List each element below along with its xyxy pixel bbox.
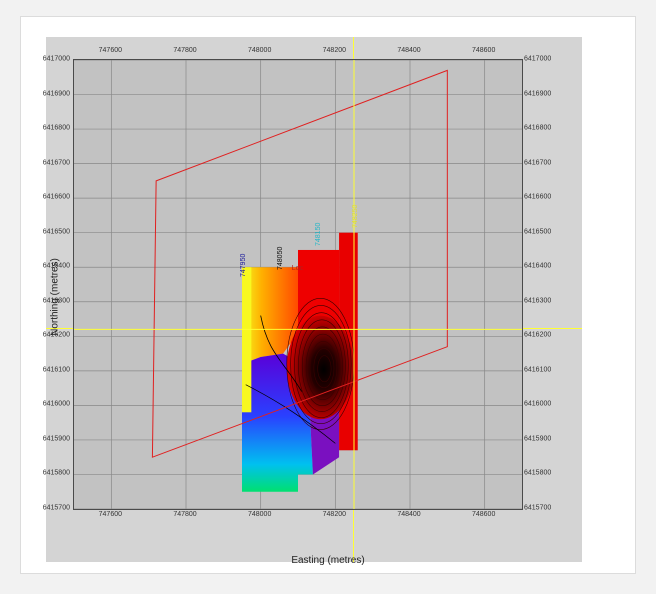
contour-line <box>245 384 336 444</box>
contour-line <box>298 319 346 412</box>
y-tick-label-right: 6416900 <box>524 90 552 98</box>
x-tick-label-top: 747800 <box>173 47 197 54</box>
y-tick-label-right: 6415900 <box>524 435 552 443</box>
y-tick-label-left: 6416100 <box>42 366 70 374</box>
contour-line <box>294 312 349 418</box>
borehole-marker[interactable] <box>312 252 321 261</box>
borehole-marker[interactable] <box>275 401 284 410</box>
y-tick-label-right: 6416800 <box>524 124 552 132</box>
contour-line <box>290 305 352 424</box>
x-axis-label: Easting (metres) <box>291 555 365 566</box>
contour-line <box>260 315 303 392</box>
y-tick-label-right: 6416100 <box>524 366 552 374</box>
x-tick-label-bottom: 747600 <box>98 511 123 518</box>
borehole-marker[interactable] <box>238 297 247 306</box>
y-tick-label-right: 6417000 <box>524 55 552 63</box>
survey-line-label: 748050 <box>277 246 285 270</box>
y-tick-label-right: 6416300 <box>524 297 552 305</box>
borehole-marker[interactable] <box>238 315 247 324</box>
borehole-marker[interactable] <box>238 470 247 479</box>
y-tick-label-left: 6416400 <box>42 262 70 270</box>
borehole-marker[interactable] <box>312 442 321 451</box>
anomaly-core <box>286 315 354 420</box>
borehole-marker[interactable] <box>350 359 359 368</box>
borehole-marker[interactable] <box>350 377 359 386</box>
y-tick-label-right: 6416500 <box>524 228 552 236</box>
borehole-marker[interactable] <box>275 280 284 289</box>
borehole-marker[interactable] <box>312 287 321 296</box>
borehole-marker[interactable] <box>312 425 321 434</box>
y-tick-label-left: 6416000 <box>42 400 70 408</box>
contour-map[interactable] <box>74 60 522 509</box>
borehole-marker[interactable] <box>238 280 247 289</box>
y-tick-label-left: 6417000 <box>42 55 70 63</box>
plot-area[interactable]: 747950 748050 Loc 748150 748250 <box>73 59 523 510</box>
x-tick-label-top: 748000 <box>247 47 272 54</box>
y-tick-label-left: 6415800 <box>42 469 70 477</box>
borehole-marker[interactable] <box>350 342 359 351</box>
mid-zone-west <box>242 267 298 364</box>
borehole-marker[interactable] <box>312 460 321 469</box>
y-tick-label-right: 6416400 <box>524 262 552 270</box>
borehole-marker[interactable] <box>275 442 284 451</box>
y-tick-label-left: 6416600 <box>42 193 70 201</box>
borehole-marker[interactable] <box>238 453 247 462</box>
borehole-marker[interactable] <box>275 473 284 482</box>
survey-line-label: 748150 <box>314 222 322 246</box>
borehole-marker[interactable] <box>238 487 247 496</box>
y-tick-label-left: 6416500 <box>42 228 70 236</box>
y-tick-label-right: 6416600 <box>524 193 552 201</box>
y-tick-label-left: 6416900 <box>42 90 70 98</box>
x-tick-label-bottom: 748200 <box>322 511 347 518</box>
borehole-marker[interactable] <box>350 446 359 455</box>
contour-line <box>305 333 340 401</box>
borehole-marker[interactable] <box>350 239 359 248</box>
y-tick-label-right: 6415700 <box>524 504 552 512</box>
borehole-marker[interactable] <box>238 401 247 410</box>
contour-line <box>317 355 332 383</box>
yellow-strip <box>242 267 252 413</box>
borehole-marker[interactable] <box>275 456 284 465</box>
y-tick-label-right: 6415800 <box>524 469 552 477</box>
resistivity-heatmap <box>242 232 358 492</box>
x-tick-label-top: 747600 <box>98 47 123 54</box>
x-tick-label-top: 748200 <box>322 47 347 54</box>
x-tick-label-bottom: 748400 <box>397 511 421 518</box>
borehole-marker[interactable] <box>350 429 359 438</box>
contour-line <box>313 348 335 389</box>
contour-line <box>309 340 338 395</box>
crosshair[interactable] <box>74 60 522 509</box>
survey-line-label: Loc <box>291 265 304 273</box>
contour-line <box>301 326 343 407</box>
x-tick-label-bottom: 747800 <box>173 511 197 518</box>
survey-line-label: 748250 <box>352 204 359 229</box>
survey-line-label: 747950 <box>240 253 247 277</box>
survey-outline <box>151 69 448 458</box>
borehole-marker[interactable] <box>350 256 359 265</box>
x-tick-label-top: 748600 <box>471 47 496 54</box>
borehole-marker[interactable] <box>312 270 321 279</box>
borehole-marker[interactable] <box>350 290 359 299</box>
y-tick-label-right: 6416700 <box>524 159 552 167</box>
y-tick-label-left: 6416700 <box>42 159 70 167</box>
borehole-marker[interactable] <box>350 308 359 317</box>
borehole-marker[interactable] <box>350 411 359 420</box>
y-axis-label: Northing (metres) <box>49 258 61 336</box>
borehole-marker[interactable] <box>350 394 359 403</box>
borehole-marker[interactable] <box>238 435 247 444</box>
survey-boundary <box>151 69 448 458</box>
y-tick-label-left: 6416300 <box>42 297 70 305</box>
borehole-marker[interactable] <box>350 273 359 282</box>
y-tick-label-left: 6416800 <box>42 124 70 132</box>
y-tick-label-left: 6415900 <box>42 435 70 443</box>
borehole-marker[interactable] <box>312 304 321 313</box>
x-tick-label-bottom: 748600 <box>471 511 496 518</box>
y-tick-label-left: 6416200 <box>42 331 70 339</box>
x-tick-label-bottom: 748000 <box>247 511 272 518</box>
y-tick-label-right: 6416200 <box>524 331 552 339</box>
y-tick-label-right: 6416000 <box>524 400 552 408</box>
x-tick-label-top: 748400 <box>397 47 421 54</box>
y-tick-label-left: 6415700 <box>42 504 70 512</box>
